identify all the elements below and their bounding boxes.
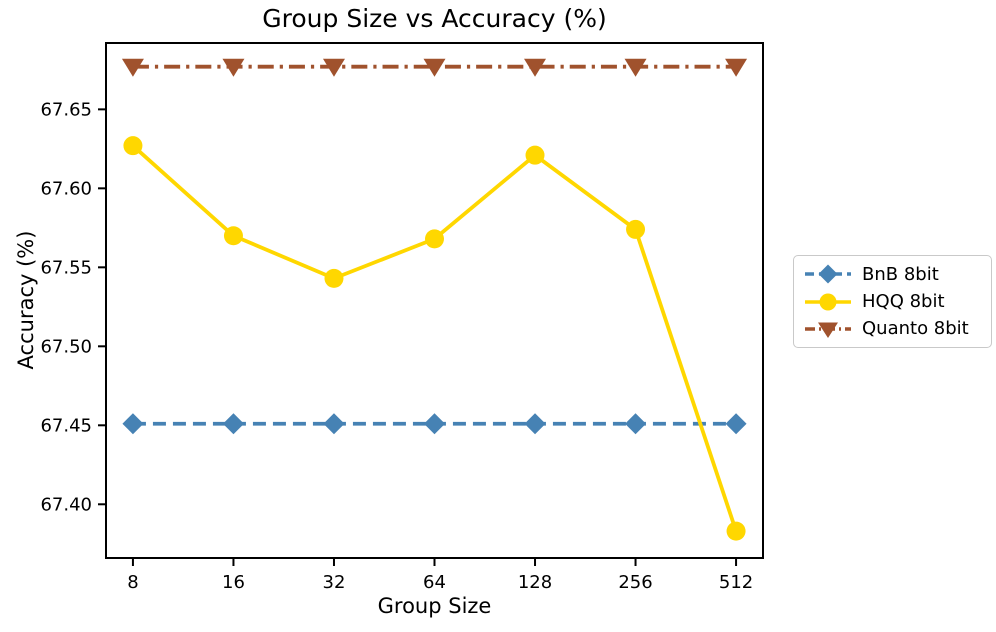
series-line-hqq-8bit <box>131 144 738 532</box>
x-tick-label: 512 <box>719 572 753 593</box>
y-tick-label: 67.60 <box>40 178 92 199</box>
x-axis-title: Group Size <box>377 594 492 618</box>
legend-box: BnB 8bit HQQ 8bit Quanto 8bit <box>793 255 992 348</box>
series-marker-diamond-bnb-8bit <box>424 413 445 435</box>
series-marker-circle-hqq-8bit <box>525 145 545 165</box>
x-tick-label: 32 <box>323 572 346 593</box>
series-marker-diamond-bnb-8bit <box>524 413 546 435</box>
series-marker-triangle-down-quanto-8bit <box>725 58 748 77</box>
series-marker-circle-hqq-8bit <box>223 226 243 246</box>
series-marker-triangle-down-quanto-8bit <box>624 58 647 77</box>
legend-label: Quanto 8bit <box>862 318 969 340</box>
x-tick-label: 64 <box>423 572 446 593</box>
chart-title: Group Size vs Accuracy (%) <box>262 4 607 33</box>
legend-item-hqq-8bit: HQQ 8bit <box>804 289 983 315</box>
series-marker-triangle-down-quanto-8bit <box>524 58 547 77</box>
series-marker-diamond-bnb-8bit <box>725 413 747 435</box>
legend-item-quanto-8bit: Quanto 8bit <box>804 316 983 342</box>
legend-sample-triangle-down-icon <box>805 322 851 338</box>
legend-marker-circle-icon <box>819 293 837 310</box>
y-tick-label: 67.55 <box>40 257 92 278</box>
series-marker-circle-hqq-8bit <box>425 229 444 249</box>
y-axis-title: Accuracy (%) <box>14 230 38 370</box>
series-marker-triangle-down-quanto-8bit <box>322 58 345 77</box>
series-marker-circle-hqq-8bit <box>726 521 746 541</box>
series-marker-diamond-bnb-8bit <box>122 413 144 435</box>
legend-sample-circle-icon <box>805 293 851 310</box>
y-tick-label: 67.65 <box>40 99 92 120</box>
legend-marker-triangle-down-icon <box>818 322 838 338</box>
plot-border <box>105 42 764 559</box>
series-marker-circle-hqq-8bit <box>626 219 646 239</box>
series-marker-diamond-bnb-8bit <box>625 413 647 435</box>
x-tick-label: 16 <box>222 572 245 593</box>
x-tick-label: 256 <box>618 572 652 593</box>
y-tick-label: 67.40 <box>40 494 92 515</box>
legend-marker-diamond-icon <box>818 264 838 284</box>
series-marker-triangle-down-quanto-8bit <box>423 58 446 77</box>
legend-sample-diamond-icon <box>805 264 851 284</box>
legend-label: HQQ 8bit <box>862 291 945 312</box>
legend-item-bnb-8bit: BnB 8bit <box>804 261 983 287</box>
series-marker-diamond-bnb-8bit <box>222 413 244 435</box>
series-marker-diamond-bnb-8bit <box>323 413 345 435</box>
series-marker-triangle-down-quanto-8bit <box>222 58 245 77</box>
y-tick-label: 67.45 <box>40 415 92 436</box>
series-marker-circle-hqq-8bit <box>123 136 143 156</box>
legend-label: BnB 8bit <box>862 263 939 285</box>
series-marker-triangle-down-quanto-8bit <box>121 58 144 77</box>
y-tick-label: 67.50 <box>40 336 92 357</box>
series-marker-circle-hqq-8bit <box>324 268 344 288</box>
x-tick-label: 8 <box>127 572 138 593</box>
x-tick-label: 128 <box>518 572 552 593</box>
